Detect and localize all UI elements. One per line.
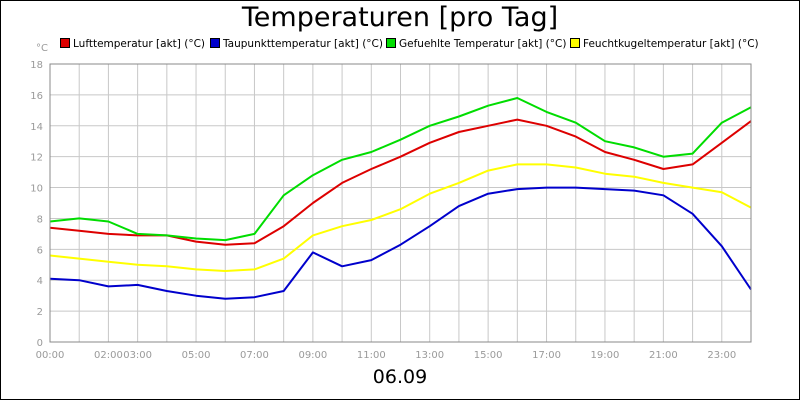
series-line-feuchtkugeltemperatur [49,163,752,272]
x-tick-label: 15:00 [474,350,503,361]
tick-labels: 0 2 4 6 8 10 12 14 16 18 00:00 02:00 03:00 05:00 07:00… [30,60,736,361]
x-tick-label: 11:00 [357,350,386,361]
x-tick-label: 21:00 [649,350,678,361]
y-tick-label: 6 [37,245,43,256]
legend-label-taupunkttemperatur: Taupunkttemperatur [akt] (°C) [223,38,383,50]
legend-swatch-feuchtkugeltemperatur [570,38,580,48]
x-tick-label: 13:00 [415,350,444,361]
y-tick-label: 8 [37,214,43,225]
x-tick-label: 23:00 [707,350,736,361]
y-tick-label: 12 [30,153,43,164]
legend-item-feuchtkugeltemperatur: Feuchtkugeltemperatur [akt] (°C) [570,38,759,50]
grid [50,64,751,342]
y-tick-label: 14 [30,122,43,133]
series-lines [49,97,752,300]
series-line-taupunkttemperatur [49,186,752,300]
legend-swatch-gefuehlte-temperatur [386,38,396,48]
x-tick-label: 02:00 [94,350,123,361]
legend-label-feuchtkugeltemperatur: Feuchtkugeltemperatur [akt] (°C) [583,38,759,50]
x-tick-label: 03:00 [123,350,152,361]
chart-title: Temperaturen [pro Tag] [241,2,559,33]
legend-swatch-lufttemperatur [60,38,70,48]
x-tick-label: 19:00 [591,350,620,361]
legend-swatch-taupunkttemperatur [210,38,220,48]
date-label: 06.09 [372,366,428,388]
legend-item-lufttemperatur: Lufttemperatur [akt] (°C) [60,38,205,50]
series-line-gefuehlte [49,97,752,242]
y-tick-label: 16 [30,91,43,102]
y-tick-label: 4 [37,276,43,287]
x-tick-label: 05:00 [182,350,211,361]
legend-item-taupunkttemperatur: Taupunkttemperatur [akt] (°C) [210,38,383,50]
legend-label-lufttemperatur: Lufttemperatur [akt] (°C) [73,38,205,50]
y-tick-label: 2 [37,307,43,318]
y-axis-unit-label: °C [36,43,48,54]
plot-border [49,63,752,343]
x-tick-label: 09:00 [298,350,327,361]
y-tick-label: 18 [30,60,43,71]
x-tick-label: 17:00 [532,350,561,361]
y-tick-label: 10 [30,184,43,195]
legend-label-gefuehlte-temperatur: Gefuehlte Temperatur [akt] (°C) [399,38,567,50]
x-tick-label: 07:00 [240,350,269,361]
legend-item-gefuehlte-temperatur: Gefuehlte Temperatur [akt] (°C) [386,38,566,50]
x-tick-label: 00:00 [36,350,65,361]
y-tick-label: 0 [37,338,43,349]
